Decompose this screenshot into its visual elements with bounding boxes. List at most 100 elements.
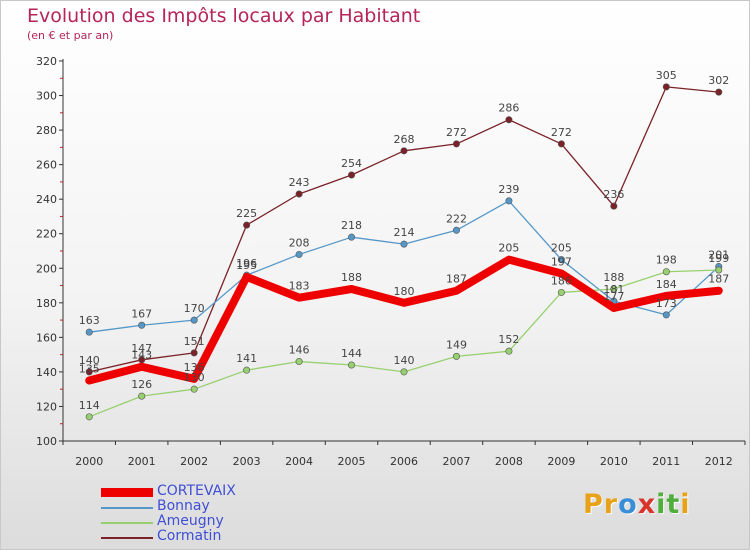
data-label-cormatin: 151	[184, 335, 205, 348]
x-tick-label: 2002	[180, 455, 208, 468]
data-label-ameugny: 144	[341, 347, 362, 360]
data-label-cortevaix: 197	[551, 255, 572, 268]
data-point-ameugny	[610, 285, 618, 293]
data-point-cormatin	[295, 190, 303, 198]
data-label-ameugny: 198	[656, 254, 677, 267]
y-tick-label: 200	[36, 262, 57, 275]
data-label-cormatin: 225	[236, 207, 257, 220]
x-tick-label: 2006	[390, 455, 418, 468]
data-point-ameugny	[400, 368, 408, 376]
data-point-cormatin	[348, 171, 356, 179]
data-label-ameugny: 140	[394, 354, 415, 367]
logo-letter: P	[583, 489, 604, 520]
legend-label: CORTEVAIX	[157, 483, 236, 499]
data-point-bonnay	[138, 321, 146, 329]
data-label-bonnay: 173	[656, 297, 677, 310]
legend-swatch	[101, 488, 153, 497]
proxiti-logo: Proxiti	[583, 489, 691, 520]
data-label-cormatin: 302	[708, 74, 729, 87]
data-label-cormatin: 140	[79, 354, 100, 367]
data-point-cormatin	[85, 368, 93, 376]
data-label-ameugny: 146	[289, 344, 310, 357]
y-tick-label: 260	[36, 159, 57, 172]
x-tick-label: 2012	[705, 455, 733, 468]
data-label-cormatin: 272	[551, 126, 572, 139]
y-tick-label: 120	[36, 400, 57, 413]
data-label-cortevaix: 188	[341, 271, 362, 284]
data-label-cortevaix: 184	[656, 278, 677, 291]
data-label-cortevaix: 135	[79, 363, 100, 376]
y-tick-label: 220	[36, 228, 57, 241]
data-label-bonnay: 222	[446, 212, 467, 225]
legend-swatch	[101, 507, 153, 509]
logo-letter: r	[603, 489, 619, 520]
x-tick-label: 2010	[600, 455, 628, 468]
data-point-bonnay	[348, 233, 356, 241]
legend-swatch	[101, 537, 153, 539]
data-point-bonnay	[452, 226, 460, 234]
data-label-cormatin: 236	[603, 188, 624, 201]
x-tick-label: 2009	[547, 455, 575, 468]
data-label-cortevaix: 187	[446, 273, 467, 286]
data-point-ameugny	[662, 268, 670, 276]
legend-label: Bonnay	[157, 498, 210, 514]
data-label-ameugny: 130	[184, 371, 205, 384]
data-point-cormatin	[505, 116, 513, 124]
data-label-ameugny: 186	[551, 274, 572, 287]
logo-letter: o	[618, 489, 638, 520]
data-label-cormatin: 254	[341, 157, 362, 170]
data-point-cormatin	[610, 202, 618, 210]
data-point-ameugny	[295, 358, 303, 366]
data-label-ameugny: 149	[446, 338, 467, 351]
data-label-ameugny: 114	[79, 399, 100, 412]
y-tick-label: 180	[36, 297, 57, 310]
x-tick-label: 2001	[128, 455, 156, 468]
data-label-bonnay: 239	[498, 183, 519, 196]
data-point-ameugny	[138, 392, 146, 400]
data-label-bonnay: 214	[394, 226, 415, 239]
y-tick-label: 160	[36, 331, 57, 344]
data-point-bonnay	[85, 328, 93, 336]
data-label-bonnay: 170	[184, 302, 205, 315]
data-label-cortevaix: 205	[498, 242, 519, 255]
data-point-ameugny	[85, 413, 93, 421]
x-tick-label: 2003	[233, 455, 261, 468]
x-tick-label: 2000	[75, 455, 103, 468]
data-point-bonnay	[557, 256, 565, 264]
data-label-bonnay: 181	[603, 283, 624, 296]
data-point-bonnay	[190, 316, 198, 324]
data-label-cortevaix: 195	[236, 259, 257, 272]
data-point-cormatin	[243, 221, 251, 229]
data-point-ameugny	[243, 366, 251, 374]
data-label-cormatin: 243	[289, 176, 310, 189]
data-label-cormatin: 286	[498, 102, 519, 115]
logo-letter: t	[666, 489, 681, 520]
logo-letter: x	[637, 489, 657, 520]
data-label-ameugny: 152	[498, 333, 519, 346]
y-tick-label: 280	[36, 124, 57, 137]
chart-title: Evolution des Impôts locaux par Habitant	[27, 5, 421, 27]
data-label-cortevaix: 183	[289, 280, 310, 293]
data-point-cormatin	[452, 140, 460, 148]
data-label-cormatin: 147	[131, 342, 152, 355]
data-point-ameugny	[190, 385, 198, 393]
x-tick-label: 2004	[285, 455, 313, 468]
x-tick-label: 2008	[495, 455, 523, 468]
data-label-ameugny: 141	[236, 352, 257, 365]
series-line-cortevaix	[85, 255, 723, 385]
data-point-ameugny	[348, 361, 356, 369]
data-label-ameugny: 126	[131, 378, 152, 391]
data-point-ameugny	[452, 352, 460, 360]
data-point-cormatin	[662, 83, 670, 91]
logo-letter: i	[680, 489, 691, 520]
y-tick-label: 140	[36, 366, 57, 379]
y-tick-label: 300	[36, 90, 57, 103]
data-label-bonnay: 167	[131, 307, 152, 320]
data-point-bonnay	[400, 240, 408, 248]
data-label-bonnay: 205	[551, 242, 572, 255]
x-tick-label: 2005	[338, 455, 366, 468]
y-tick-label: 320	[36, 55, 57, 68]
data-label-bonnay: 208	[289, 236, 310, 249]
data-point-ameugny	[557, 288, 565, 296]
